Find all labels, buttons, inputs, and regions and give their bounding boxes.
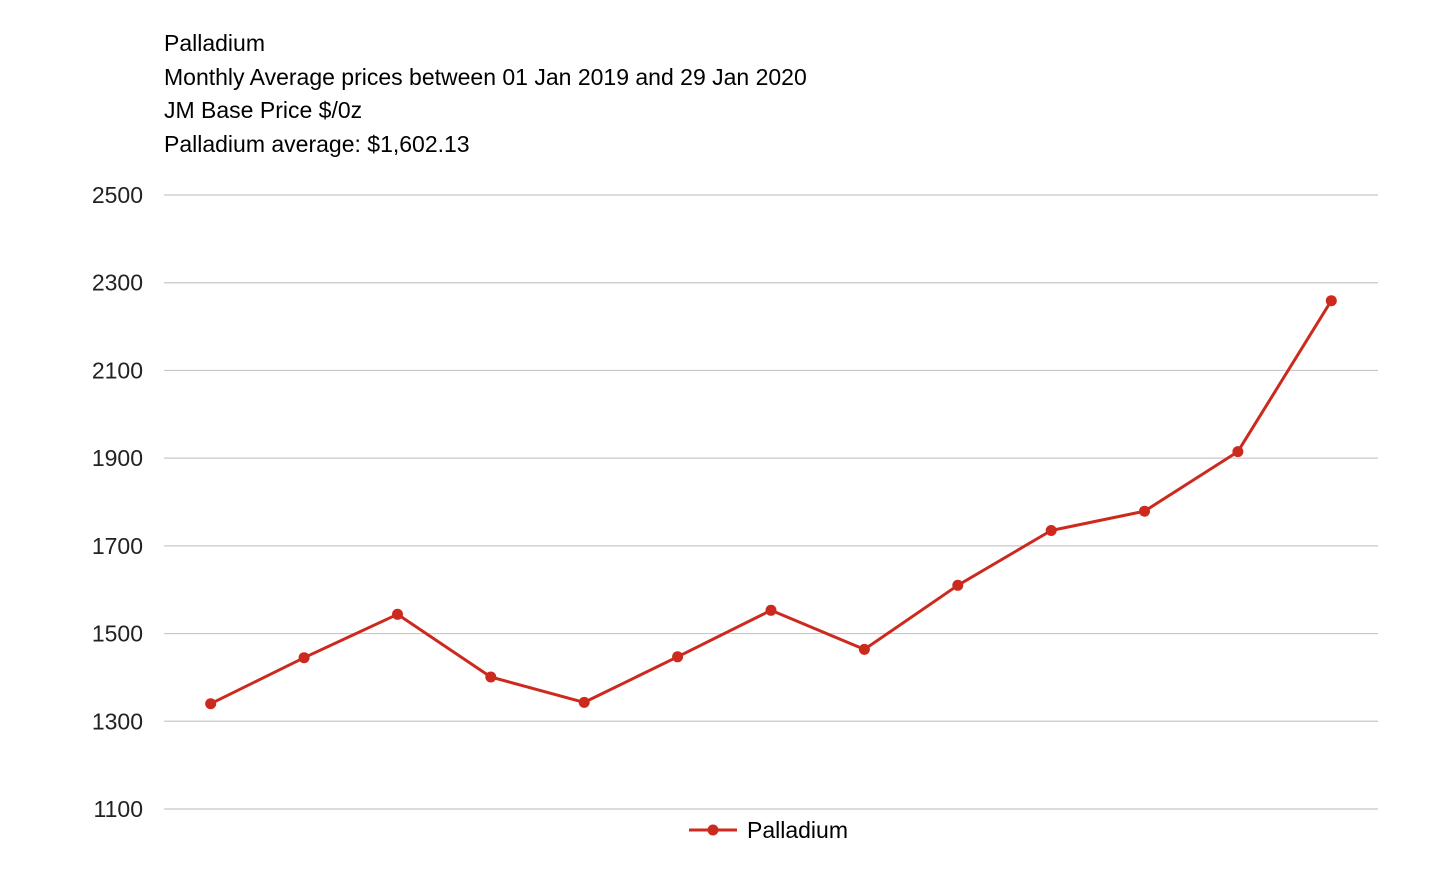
data-point bbox=[578, 696, 590, 708]
y-tick-label: 1300 bbox=[92, 708, 143, 734]
series-palladium bbox=[205, 295, 1337, 710]
title-line-range: Monthly Average prices between 01 Jan 20… bbox=[164, 63, 807, 90]
data-point bbox=[1232, 446, 1244, 458]
data-point bbox=[485, 671, 497, 683]
data-point bbox=[205, 698, 217, 710]
title-line-name: Palladium bbox=[164, 30, 265, 56]
data-point bbox=[1325, 295, 1337, 307]
y-tick-label: 1500 bbox=[92, 621, 143, 647]
y-tick-label: 2100 bbox=[92, 357, 143, 383]
y-tick-label: 2500 bbox=[92, 182, 143, 208]
y-axis-ticks: 2500 2300 2100 1900 1700 1500 1300 1100 bbox=[92, 182, 143, 822]
data-point bbox=[765, 604, 777, 616]
data-point bbox=[1045, 525, 1057, 536]
data-point bbox=[298, 652, 310, 664]
gridlines bbox=[164, 194, 1378, 810]
y-tick-label: 1100 bbox=[94, 796, 143, 822]
data-point bbox=[672, 651, 684, 663]
legend-label: Palladium bbox=[747, 817, 848, 843]
data-point bbox=[392, 608, 403, 620]
y-tick-label: 2300 bbox=[92, 270, 143, 296]
y-tick-label: 1900 bbox=[92, 445, 143, 471]
data-point bbox=[1139, 505, 1150, 517]
legend-swatch-marker bbox=[707, 824, 719, 836]
title-line-average: Palladium average: $1,602.13 bbox=[164, 130, 470, 157]
data-point bbox=[858, 643, 870, 655]
data-point bbox=[952, 579, 964, 591]
title-line-units: JM Base Price $/0z bbox=[164, 97, 363, 123]
series-line bbox=[209, 299, 1333, 706]
y-tick-label: 1700 bbox=[92, 533, 143, 559]
legend: Palladium bbox=[689, 817, 848, 843]
chart-title: Palladium Monthly Average prices between… bbox=[164, 27, 807, 161]
